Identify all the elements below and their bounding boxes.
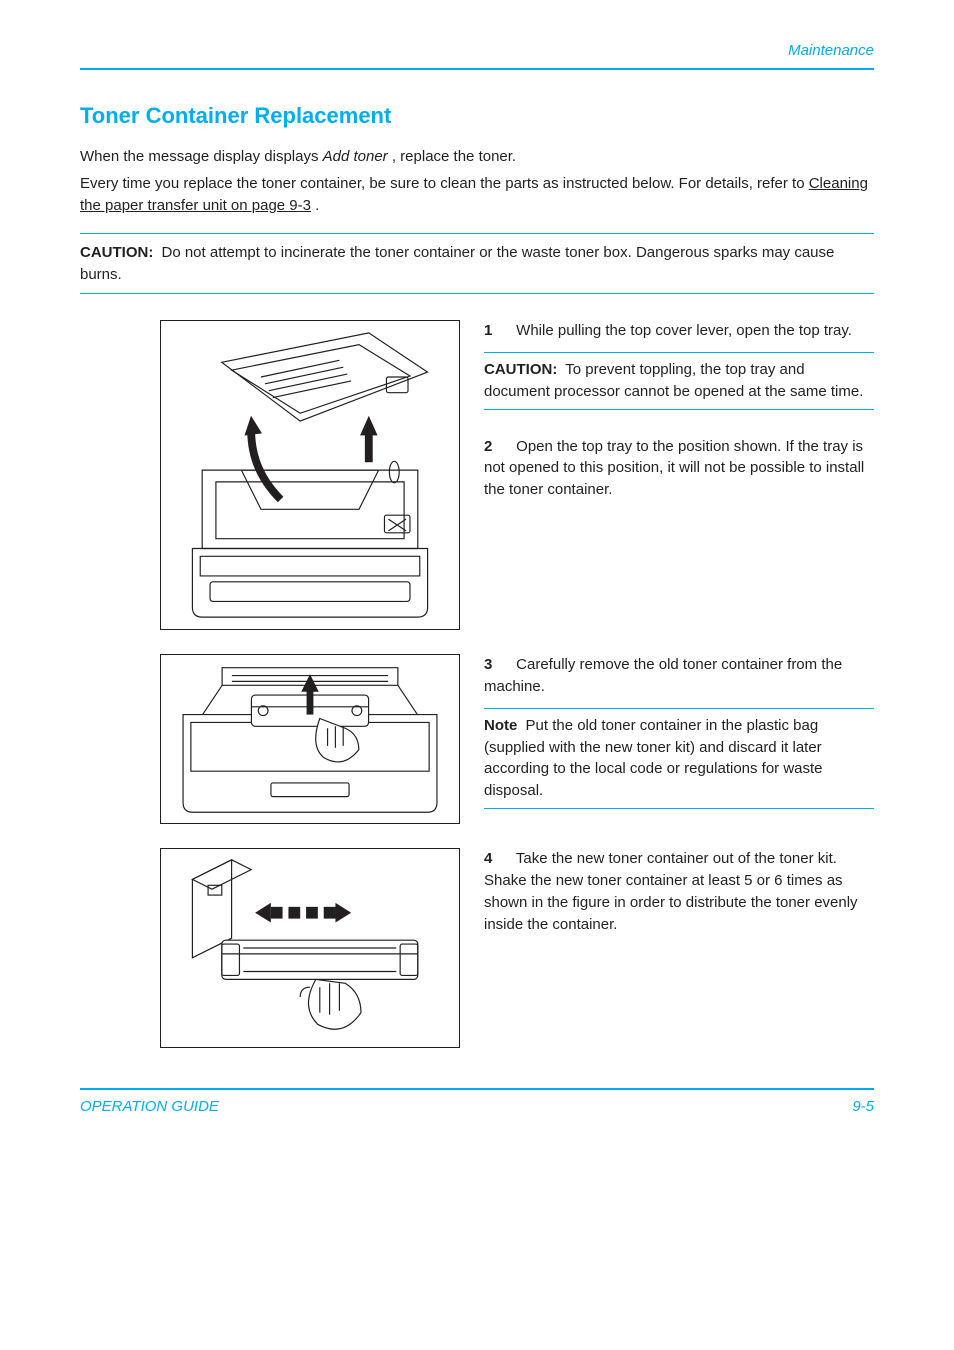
step-row-3: 3 Carefully remove the old toner contain…: [80, 654, 874, 824]
intro-line2-a: Every time you replace the toner contain…: [80, 175, 809, 192]
figure-printer-open: [160, 320, 460, 630]
step-row-4: 4 Take the new toner container out of th…: [80, 848, 874, 1048]
manual-page: Maintenance Toner Container Replacement …: [0, 0, 954, 1350]
bottom-rule: [80, 1088, 874, 1090]
intro-block: When the message display displays Add to…: [80, 146, 874, 217]
caution-callout: CAUTION: Do not attempt to incinerate th…: [80, 233, 874, 295]
top-rule: [80, 68, 874, 70]
intro-line1-a: When the message display displays: [80, 148, 323, 165]
step-text-1-2: 1 While pulling the top cover lever, ope…: [484, 320, 874, 511]
section-title: Toner Container Replacement: [80, 100, 874, 132]
step-3: 3 Carefully remove the old toner contain…: [484, 654, 874, 698]
step-2-num: 2: [484, 436, 502, 458]
step-3-note: Note Put the old toner container in the …: [484, 708, 874, 809]
step-3-note-label: Note: [484, 717, 517, 734]
step-text-4: 4 Take the new toner container out of th…: [484, 848, 874, 945]
step-3-num: 3: [484, 654, 502, 676]
intro-line-2: Every time you replace the toner contain…: [80, 173, 874, 217]
figure-shake-toner: [160, 848, 460, 1048]
step-1-text: While pulling the top cover lever, open …: [516, 322, 852, 339]
step-1-num: 1: [484, 320, 502, 342]
step-4: 4 Take the new toner container out of th…: [484, 848, 874, 935]
figure-remove-toner: [160, 654, 460, 824]
intro-line2-b: .: [315, 197, 319, 214]
step-3-text: Carefully remove the old toner container…: [484, 656, 842, 695]
page-footer: OPERATION GUIDE 9-5: [80, 1096, 874, 1118]
intro-line1-c: , replace the toner.: [392, 148, 516, 165]
step-4-text: Take the new toner container out of the …: [484, 850, 858, 932]
step-1-caution-label: CAUTION:: [484, 361, 557, 378]
intro-line1-b: Add toner: [323, 148, 388, 165]
intro-line-1: When the message display displays Add to…: [80, 146, 874, 168]
caution-label: CAUTION:: [80, 244, 153, 261]
step-4-num: 4: [484, 848, 502, 870]
footer-right: 9-5: [852, 1096, 874, 1118]
footer-left: OPERATION GUIDE: [80, 1096, 219, 1118]
step-text-3: 3 Carefully remove the old toner contain…: [484, 654, 874, 823]
caution-text: Do not attempt to incinerate the toner c…: [80, 244, 834, 283]
step-2: 2 Open the top tray to the position show…: [484, 436, 874, 501]
step-3-note-text: Put the old toner container in the plast…: [484, 717, 823, 799]
step-row-1-2: 1 While pulling the top cover lever, ope…: [80, 320, 874, 630]
step-1: 1 While pulling the top cover lever, ope…: [484, 320, 874, 342]
step-1-caution: CAUTION: To prevent toppling, the top tr…: [484, 352, 874, 410]
step-2-text: Open the top tray to the position shown.…: [484, 438, 864, 499]
running-header: Maintenance: [80, 40, 874, 62]
